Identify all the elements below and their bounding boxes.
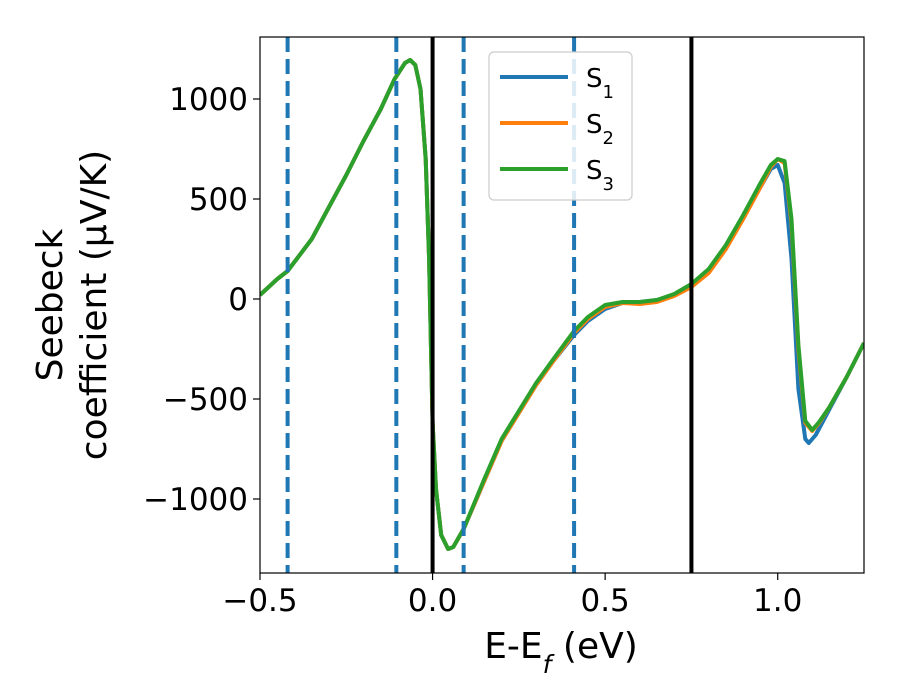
x-tick-label: −0.5 <box>222 583 297 619</box>
y-axis-title: Seebeck coefficient (μV/K) <box>30 150 115 460</box>
x-tick-label: 0.5 <box>580 583 629 619</box>
x-tick-label: 1.0 <box>753 583 802 619</box>
svg-text:coefficient (μV/K): coefficient (μV/K) <box>74 150 115 460</box>
x-axis-title: E-Ef (eV) <box>484 626 638 679</box>
legend-box <box>488 51 633 201</box>
legend-label-s2: S2 <box>586 110 614 149</box>
legend: S1 S2 S3 <box>488 51 633 201</box>
y-tick-label: −1000 <box>143 482 248 518</box>
plot-frame <box>259 36 865 574</box>
series-line-s3 <box>260 58 864 551</box>
x-tick-label: 0.0 <box>408 583 457 619</box>
legend-label-s1: S1 <box>586 64 614 103</box>
y-tick-label: −500 <box>163 382 248 418</box>
axes: −0.5 0.0 0.5 1.0 −1000 −500 0 500 1000 <box>143 36 865 619</box>
y-tick-label: 1000 <box>169 82 248 118</box>
y-tick-label: 0 <box>228 282 248 318</box>
legend-label-s3: S3 <box>586 156 614 195</box>
svg-text:Seebeck: Seebeck <box>30 228 71 381</box>
plot-area <box>260 58 864 551</box>
y-tick-label: 500 <box>189 182 248 218</box>
